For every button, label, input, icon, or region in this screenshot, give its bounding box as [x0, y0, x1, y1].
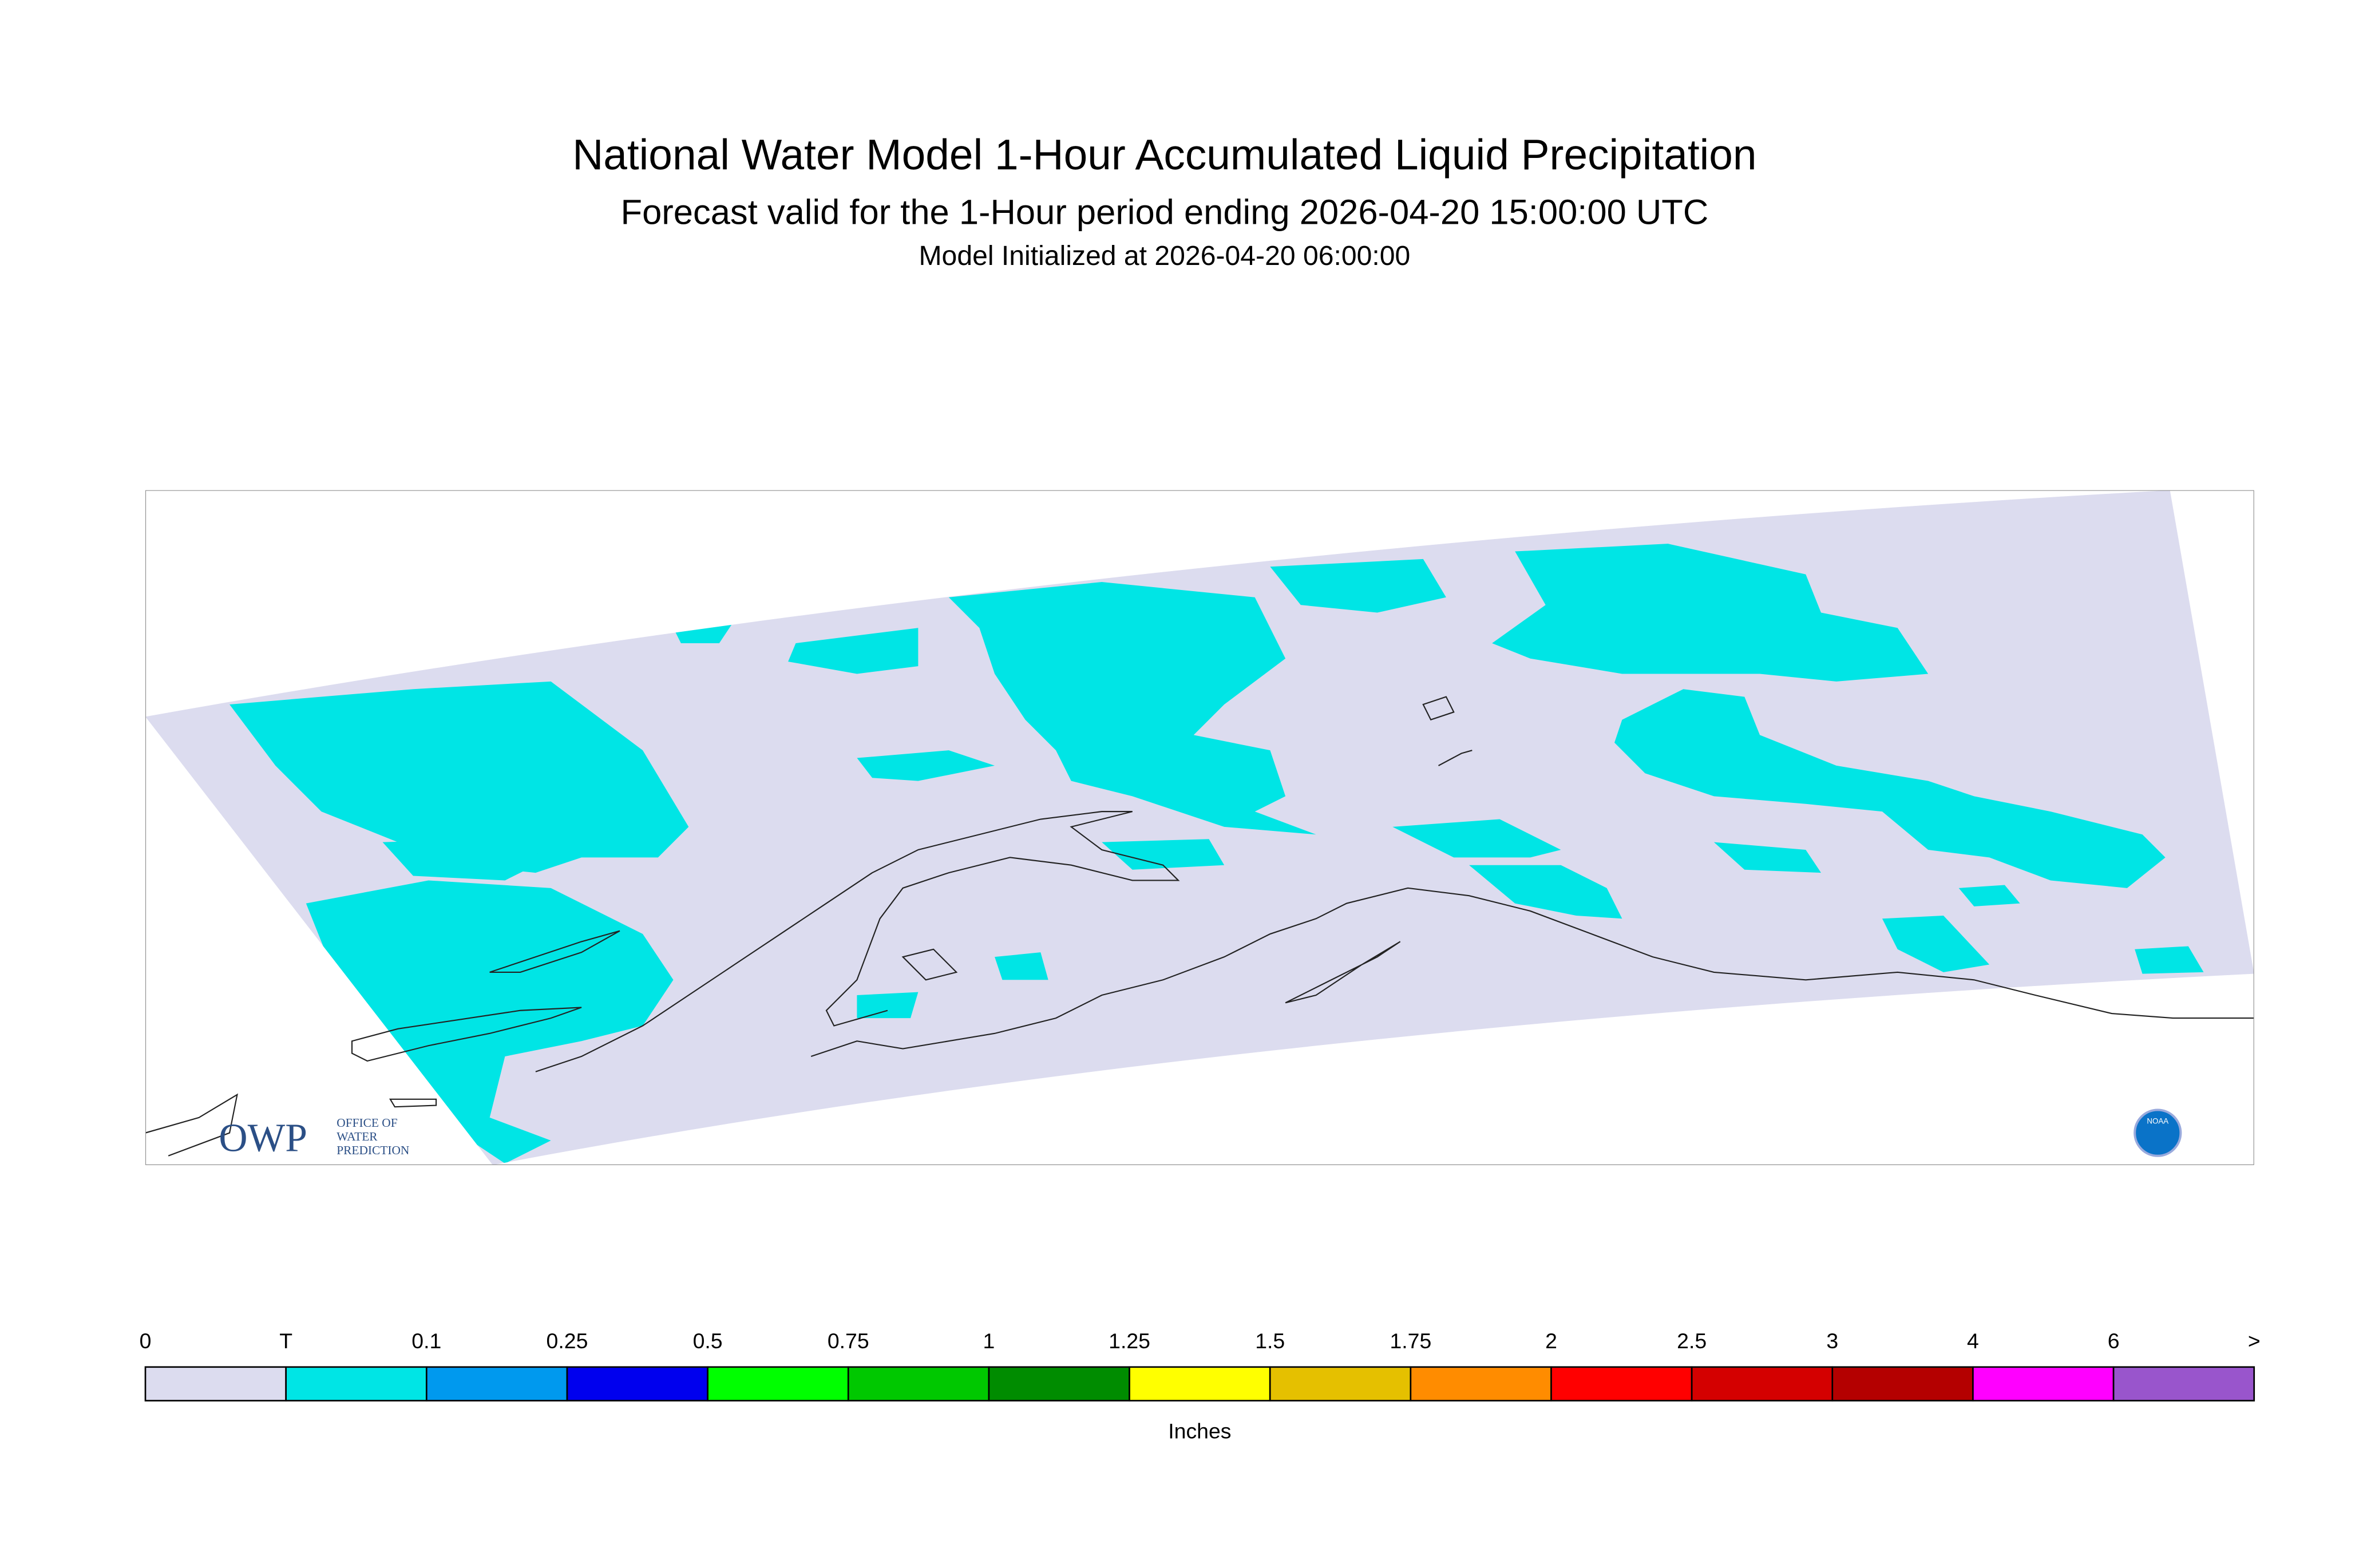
colorbar-label: T: [279, 1329, 292, 1353]
colorbar-swatch: [1269, 1366, 1412, 1401]
colorbar-swatch: [1550, 1366, 1693, 1401]
colorbar-swatch: [1691, 1366, 1834, 1401]
init-time: Model Initialized at 2026-04-20 06:00:00: [919, 240, 1410, 271]
owp-logo: OWP: [219, 1116, 307, 1161]
precip-areas: [229, 544, 2204, 1164]
colorbar-label: 4: [1967, 1329, 1979, 1353]
owp-text: PREDICTION: [337, 1143, 409, 1157]
colorbar-swatch: [1831, 1366, 1974, 1401]
precip-area: [229, 681, 689, 873]
colorbar-swatch: [425, 1366, 568, 1401]
precip-area: [1492, 544, 1929, 682]
precip-area: [1614, 689, 2166, 888]
title: National Water Model 1-Hour Accumulated …: [572, 130, 1756, 179]
colorbar-label: 1.25: [1109, 1329, 1150, 1353]
precip-area: [382, 839, 551, 881]
colorbar-label: 1: [983, 1329, 995, 1353]
coastlines: [145, 696, 2254, 1157]
colorbar-label: 3: [1826, 1329, 1838, 1353]
precip-area: [995, 952, 1048, 980]
colorbar-swatch: [707, 1366, 849, 1401]
precip-area: [1270, 559, 1446, 613]
precip-area: [948, 582, 1316, 835]
precip-area: [857, 992, 919, 1019]
precip-area: [1958, 885, 2020, 906]
precip-area: [2135, 946, 2204, 974]
colorbar-swatch: [1972, 1366, 2115, 1401]
noaa-text: NOAA: [2147, 1117, 2168, 1126]
precip-area: [1882, 915, 1990, 972]
owp-text: OFFICE OF: [337, 1116, 397, 1130]
colorbar-swatch: [847, 1366, 990, 1401]
colorbar-label: 0.25: [547, 1329, 588, 1353]
precip-area: [857, 750, 995, 781]
colorbar: 0 T 0.1 0.25 0.5 0.75 1 1.25 1.5 1.75 2 2.5 3 4 6 >: [140, 1329, 2261, 1401]
colorbar-swatch: [1410, 1366, 1552, 1401]
colorbar-label: 1.75: [1390, 1329, 1431, 1353]
precip-area: [306, 880, 674, 1164]
colorbar-label: 2.5: [1677, 1329, 1707, 1353]
colorbar-swatch: [988, 1366, 1130, 1401]
colorbar-label: 6: [2108, 1329, 2120, 1353]
colorbar-label: 0: [140, 1329, 152, 1353]
owp-text: WATER: [337, 1130, 378, 1143]
map: OWP OFFICE OF WATER PREDICTION NOAA: [145, 490, 2254, 1165]
colorbar-swatch: [285, 1366, 428, 1401]
precip-area: [788, 628, 919, 674]
colorbar-label: 0.75: [828, 1329, 869, 1353]
precip-area: [1102, 839, 1225, 870]
colorbar-swatch: [566, 1366, 708, 1401]
noaa-logo: [2133, 1108, 2182, 1157]
colorbar-swatch: [144, 1366, 287, 1401]
colorbar-swatch: [2112, 1366, 2255, 1401]
colorbar-label: 0.1: [411, 1329, 441, 1353]
unit-label: Inches: [1168, 1419, 1231, 1443]
precip-area: [1392, 819, 1561, 858]
subtitle: Forecast valid for the 1-Hour period end…: [621, 193, 1709, 232]
colorbar-label: 2: [1545, 1329, 1557, 1353]
colorbar-label: >: [2248, 1329, 2261, 1353]
precip-area: [1469, 865, 1622, 919]
colorbar-label: 0.5: [693, 1329, 723, 1353]
precip-area: [1713, 842, 1822, 873]
colorbar-swatch: [1129, 1366, 1271, 1401]
colorbar-label: 1.5: [1255, 1329, 1285, 1353]
